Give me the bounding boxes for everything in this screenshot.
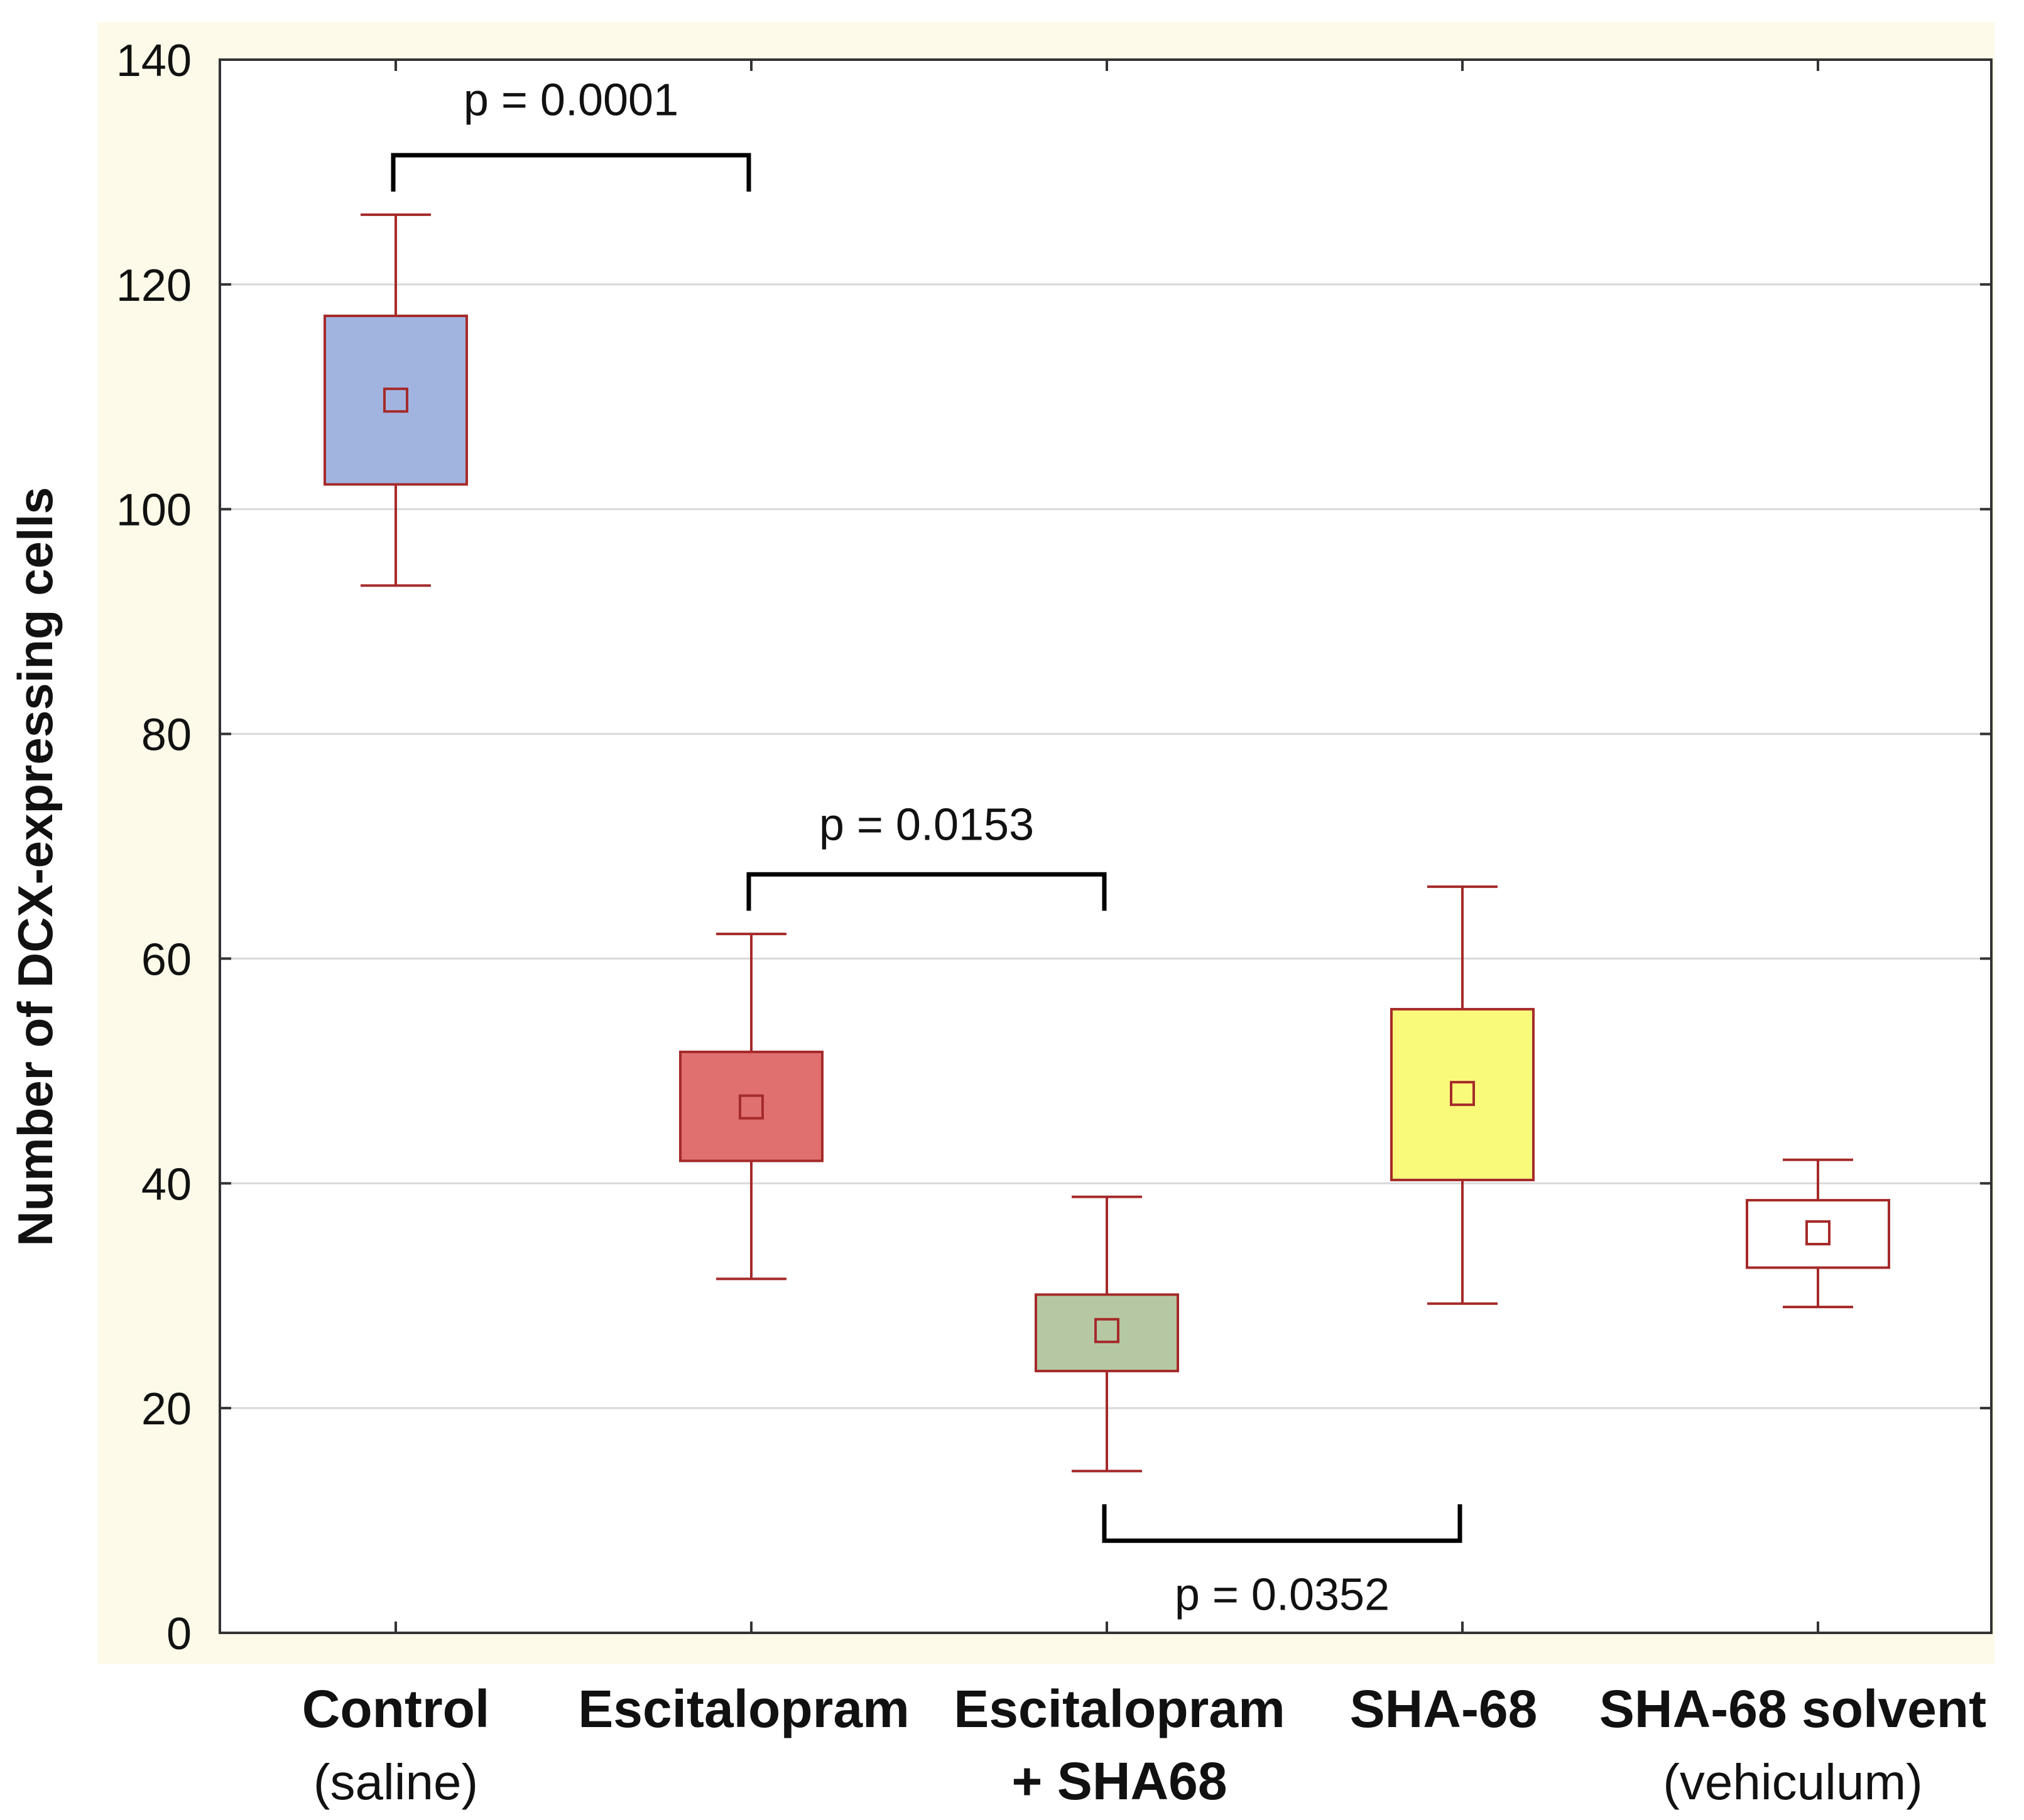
box-rect [1035, 1293, 1179, 1373]
p-value-label: p = 0.0153 [819, 800, 1034, 850]
bracket-line [391, 153, 751, 192]
mean-marker [1094, 1318, 1119, 1343]
significance-bracket-0: p = 0.0001 [391, 75, 751, 192]
box-group-2 [1035, 1195, 1179, 1473]
category-sublabel-4: (vehiculum) [1663, 1754, 1922, 1810]
significance-bracket-1: p = 0.0153 [746, 800, 1107, 911]
bracket-line [746, 872, 1107, 911]
category-label-0: Control [302, 1679, 490, 1738]
y-tick-label: 0 [166, 1609, 192, 1659]
category-label-1: Escitalopram [578, 1679, 910, 1738]
category-label-2: Escitalopram [954, 1679, 1285, 1738]
mean-marker [1805, 1220, 1831, 1246]
y-tick-label: 40 [141, 1159, 192, 1210]
category-label-3: SHA-68 [1350, 1679, 1538, 1738]
y-tick-label: 120 [116, 261, 192, 311]
category-label-4: SHA-68 solvent [1599, 1679, 1986, 1738]
box-group-4 [1746, 1158, 1890, 1309]
y-tick-label: 100 [116, 485, 192, 536]
box-rect [1390, 1007, 1535, 1181]
box-group-1 [679, 933, 824, 1281]
y-tick-label: 140 [116, 36, 192, 86]
significance-bracket-2: p = 0.0352 [1102, 1504, 1462, 1620]
mean-marker [739, 1094, 764, 1120]
box-group-0 [324, 213, 468, 587]
box-rect [679, 1050, 824, 1162]
y-tick-label: 80 [141, 710, 192, 761]
mean-marker [383, 387, 408, 413]
box-rect [324, 314, 468, 486]
y-tick-label: 60 [141, 934, 192, 985]
significance-annotations: p = 0.0001 p = 0.0153 p = 0.0352 [391, 75, 1462, 1620]
y-tick-label: 20 [141, 1384, 192, 1434]
mean-marker [1450, 1081, 1475, 1107]
category-sublabel-2: + SHA68 [1011, 1752, 1227, 1811]
category-labels: Control (saline) Escitalopram Escitalopram +… [302, 1679, 1986, 1811]
p-value-label: p = 0.0001 [464, 75, 678, 126]
box-rect [1746, 1199, 1890, 1269]
y-axis-label: Number of DCX-expressing cells [8, 487, 63, 1246]
x-axis [394, 60, 1819, 1633]
y-axis: 0 20 40 60 80 100 120 140 [116, 36, 1991, 1659]
bracket-line [1102, 1504, 1462, 1543]
box-group-3 [1390, 885, 1535, 1305]
category-sublabel-0: (saline) [313, 1754, 478, 1810]
boxes [324, 213, 1890, 1473]
p-value-label: p = 0.0352 [1175, 1569, 1390, 1620]
